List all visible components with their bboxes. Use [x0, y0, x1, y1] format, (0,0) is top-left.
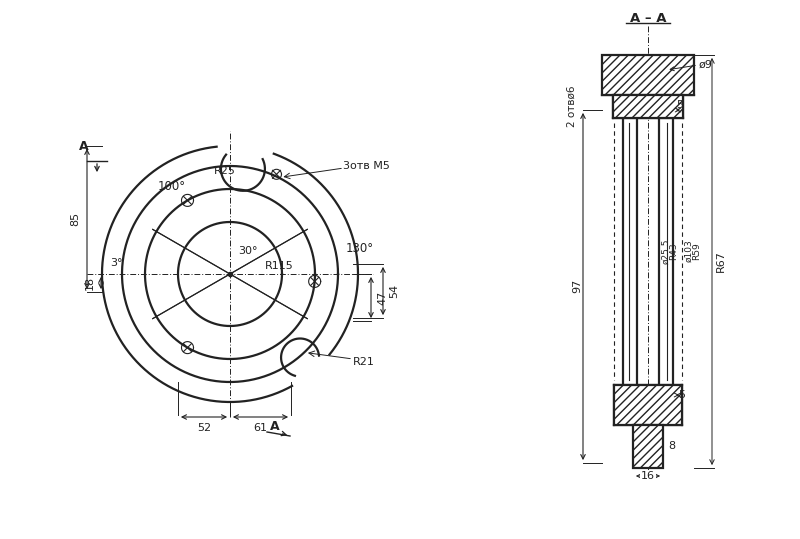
Text: 100°: 100° — [158, 179, 186, 192]
FancyBboxPatch shape — [602, 55, 694, 95]
Text: 85: 85 — [70, 212, 80, 226]
Text: R43: R43 — [669, 242, 678, 260]
Text: A: A — [79, 140, 89, 153]
Text: 18: 18 — [85, 276, 95, 290]
Text: 3отв М5: 3отв М5 — [343, 161, 390, 171]
Text: 2 отвø6: 2 отвø6 — [567, 85, 577, 127]
Text: 52: 52 — [197, 423, 211, 433]
Text: R25: R25 — [214, 166, 236, 176]
Text: R67: R67 — [716, 250, 726, 272]
Text: A: A — [270, 420, 280, 433]
Text: 61: 61 — [253, 423, 267, 433]
Text: R59: R59 — [692, 242, 701, 260]
Text: ø103: ø103 — [684, 240, 693, 262]
FancyBboxPatch shape — [614, 385, 682, 425]
Text: 3°: 3° — [110, 258, 122, 268]
Text: А – А: А – А — [630, 11, 666, 24]
Text: 5: 5 — [678, 390, 685, 400]
Text: 54: 54 — [389, 284, 399, 298]
Text: ø9: ø9 — [699, 60, 713, 70]
Text: 16: 16 — [641, 471, 655, 481]
Text: 8: 8 — [668, 441, 675, 451]
Text: R21: R21 — [353, 357, 375, 367]
Text: 97: 97 — [572, 279, 582, 293]
FancyBboxPatch shape — [613, 95, 683, 118]
Text: 47: 47 — [377, 291, 387, 305]
FancyBboxPatch shape — [633, 425, 663, 468]
Text: R115: R115 — [265, 261, 294, 271]
Text: 30°: 30° — [238, 246, 258, 256]
Text: 5: 5 — [676, 100, 683, 110]
Text: ø25.5: ø25.5 — [661, 238, 670, 264]
Text: 130°: 130° — [346, 243, 374, 255]
